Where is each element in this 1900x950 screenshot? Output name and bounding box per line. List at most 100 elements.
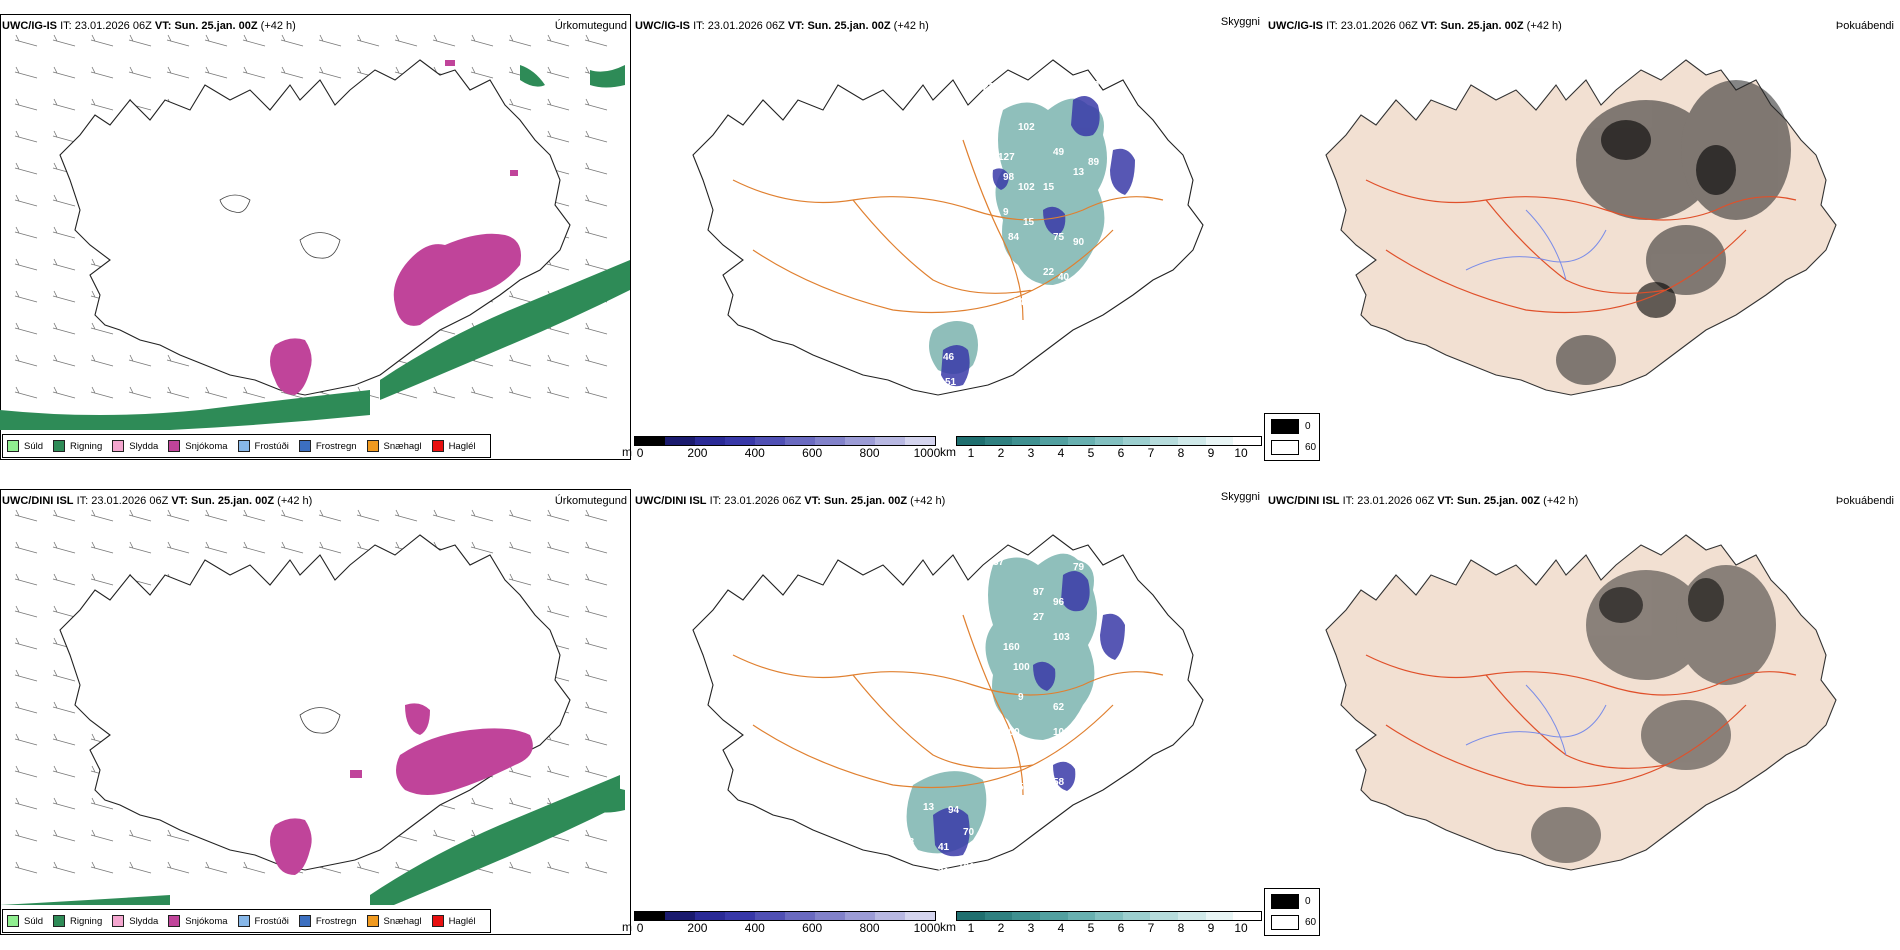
colorbar-tick-label: 1000 bbox=[913, 921, 941, 935]
snow-area bbox=[270, 703, 533, 875]
wind-barb bbox=[546, 733, 570, 746]
colorbar-tick-label: 5 bbox=[1087, 446, 1095, 460]
legend-label: Frostúði bbox=[254, 915, 289, 927]
vt-label: VT: bbox=[804, 495, 821, 507]
it-label: IT: bbox=[1326, 20, 1338, 32]
visibility-label: 51 bbox=[945, 395, 957, 406]
colorbar-segment bbox=[1067, 437, 1096, 445]
height-unit: m bbox=[622, 445, 632, 459]
legend-swatch bbox=[53, 440, 66, 452]
wind-barb bbox=[90, 541, 114, 554]
legend-label: Frostúði bbox=[254, 440, 289, 452]
lead-time: (+42 h) bbox=[1526, 20, 1562, 32]
precip-legend: Súld Rigning Slydda Snjókoma Frostúði Fr… bbox=[2, 909, 491, 933]
legend-swatch bbox=[237, 440, 250, 452]
wind-barb bbox=[52, 194, 76, 207]
colorbar-segment bbox=[957, 912, 985, 920]
colorbar-tick-label: 1000 bbox=[913, 446, 941, 460]
panel-header: UWC/DINI ISL IT: 23.01.2026 06Z VT: Sun.… bbox=[2, 495, 312, 507]
colorbar-segment bbox=[785, 912, 815, 920]
visibility-label: 51 bbox=[945, 377, 957, 388]
visibility-label: 14 bbox=[963, 697, 975, 708]
colorbar-tick-label: 8 bbox=[1177, 446, 1185, 460]
wind-barb bbox=[394, 34, 418, 47]
it-label: IT: bbox=[1342, 495, 1355, 507]
wind-barb bbox=[508, 573, 532, 586]
visibility-label: 25 bbox=[1008, 817, 1020, 828]
visibility-label: 100 bbox=[1053, 727, 1070, 738]
wind-barb bbox=[52, 354, 76, 367]
roads bbox=[732, 614, 1164, 796]
lead-time: (+42 h) bbox=[277, 495, 313, 507]
wind-barb bbox=[128, 861, 152, 874]
roads bbox=[732, 139, 1164, 321]
colorbar-segment bbox=[665, 437, 695, 445]
colorbar-segment bbox=[755, 912, 785, 920]
wind-barb bbox=[242, 66, 266, 79]
colorbar-tick-label: 600 bbox=[802, 921, 823, 935]
visibility-label: 79 bbox=[1073, 562, 1085, 573]
vt-value: Sun. 25.jan. 00Z bbox=[823, 495, 908, 507]
wind-barb bbox=[584, 701, 608, 714]
fog-shading-dark bbox=[1599, 578, 1724, 623]
lead-time: (+42 h) bbox=[910, 495, 946, 507]
legend-item: Súld bbox=[7, 440, 43, 452]
fog-legend-item: 0 bbox=[1271, 894, 1311, 909]
vt-label: VT: bbox=[171, 495, 188, 507]
km-colorbar: 1 2 3 4 5 6 7 8 9 10 km bbox=[940, 911, 1262, 935]
colorbar-segment bbox=[1095, 912, 1123, 920]
wind-barb bbox=[14, 861, 38, 874]
colorbar-tick-label: 0 bbox=[636, 446, 644, 460]
iceland-outline bbox=[59, 59, 571, 396]
wind-barb bbox=[52, 509, 76, 522]
colorbar-tick-label: 9 bbox=[1207, 446, 1215, 460]
wind-barb bbox=[14, 509, 38, 522]
wind-barb bbox=[280, 541, 304, 554]
wind-barb bbox=[90, 98, 114, 111]
colorbar-segment bbox=[1012, 437, 1040, 445]
it-value: 23.01.2026 06Z bbox=[1357, 495, 1435, 507]
colorbar-segment bbox=[1150, 437, 1179, 445]
wind-barb bbox=[128, 509, 152, 522]
colorbar-segment bbox=[1039, 437, 1068, 445]
wind-barb bbox=[546, 34, 570, 47]
colorbar-segment bbox=[984, 437, 1013, 445]
visibility-label: 49 bbox=[1053, 147, 1065, 158]
legend-item: Frostregn bbox=[298, 440, 357, 452]
colorbar-segment bbox=[957, 437, 985, 445]
colorbar-tick-label: 2 bbox=[997, 921, 1005, 935]
visibility-label: 40 bbox=[1058, 272, 1070, 283]
visibility-label: 9 bbox=[1018, 692, 1024, 703]
visibility-label: 340 bbox=[1013, 297, 1030, 308]
wind-barb bbox=[546, 765, 570, 778]
wind-barb bbox=[128, 354, 152, 367]
legend-item: Súld bbox=[7, 915, 43, 927]
vt-value: Sun. 25.jan. 00Z bbox=[1440, 20, 1524, 32]
colorbar-tick-label: 6 bbox=[1117, 446, 1125, 460]
wind-barb bbox=[52, 386, 76, 399]
bottom-row: UWC/DINI ISL IT: 23.01.2026 06Z VT: Sun.… bbox=[0, 475, 1900, 950]
wind-barb bbox=[90, 509, 114, 522]
panel-header: UWC/DINI ISL IT: 23.01.2026 06Z VT: Sun.… bbox=[1268, 495, 1578, 507]
visibility-label: 30 bbox=[1023, 282, 1035, 293]
wind-barb bbox=[546, 98, 570, 111]
visibility-label: 15 bbox=[1043, 182, 1055, 193]
colorbar-tick-label: 4 bbox=[1057, 921, 1065, 935]
km-unit: km bbox=[940, 920, 956, 934]
wind-barb bbox=[90, 354, 114, 367]
wind-barb bbox=[508, 354, 532, 367]
visibility-label: 27 bbox=[938, 882, 950, 893]
colorbar-tick-label: 1 bbox=[967, 921, 975, 935]
colorbar-segment bbox=[635, 437, 665, 445]
low-cloud-area bbox=[933, 571, 1125, 857]
colorbar-segment bbox=[845, 437, 875, 445]
visibility-label: 89 bbox=[1088, 157, 1100, 168]
colorbar-segment bbox=[875, 912, 905, 920]
legend-item: Snæhagl bbox=[366, 915, 422, 927]
it-value: 23.01.2026 06Z bbox=[91, 495, 169, 507]
wind-barb bbox=[508, 34, 532, 47]
top-row: UWC/IG-IS IT: 23.01.2026 06Z VT: Sun. 25… bbox=[0, 14, 1894, 461]
legend-swatch bbox=[168, 915, 181, 927]
model-name: UWC/IG-IS bbox=[2, 20, 57, 32]
wind-barb bbox=[52, 573, 76, 586]
